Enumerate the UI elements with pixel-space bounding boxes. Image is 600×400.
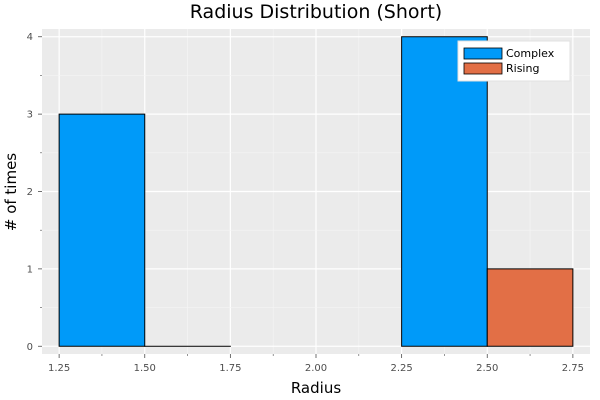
legend-swatch-complex <box>463 47 503 60</box>
chart-title: Radius Distribution (Short) <box>190 1 442 23</box>
y-tick-label: 4 <box>27 32 33 43</box>
x-tick-label: 2.50 <box>476 363 498 374</box>
y-tick-label: 2 <box>27 187 33 198</box>
y-tick-label: 1 <box>27 264 33 275</box>
bar-rising-2.5 <box>486 268 574 347</box>
y-tick-label: 0 <box>27 342 33 353</box>
y-axis-ticks: 0 1 2 3 4 <box>27 32 42 353</box>
y-tick-label: 3 <box>27 110 33 121</box>
x-axis-title: Radius <box>291 379 341 397</box>
x-tick-label: 2.75 <box>562 363 584 374</box>
legend: Complex Rising <box>457 40 571 82</box>
x-tick-label: 1.50 <box>134 363 156 374</box>
x-tick-label: 1.75 <box>219 363 241 374</box>
bar-complex-1.25 <box>58 113 146 347</box>
legend-label-rising: Rising <box>506 62 539 75</box>
y-axis-title: # of times <box>2 153 20 231</box>
x-axis-ticks: 1.25 1.50 1.75 2.00 2.25 2.50 2.75 <box>48 354 584 374</box>
x-tick-label: 1.25 <box>48 363 70 374</box>
bars <box>58 36 574 347</box>
x-tick-label: 2.00 <box>305 363 327 374</box>
bar-complex-2.25 <box>401 36 488 347</box>
legend-label-complex: Complex <box>506 47 555 60</box>
x-tick-label: 2.25 <box>390 363 412 374</box>
legend-swatch-rising <box>463 62 503 75</box>
